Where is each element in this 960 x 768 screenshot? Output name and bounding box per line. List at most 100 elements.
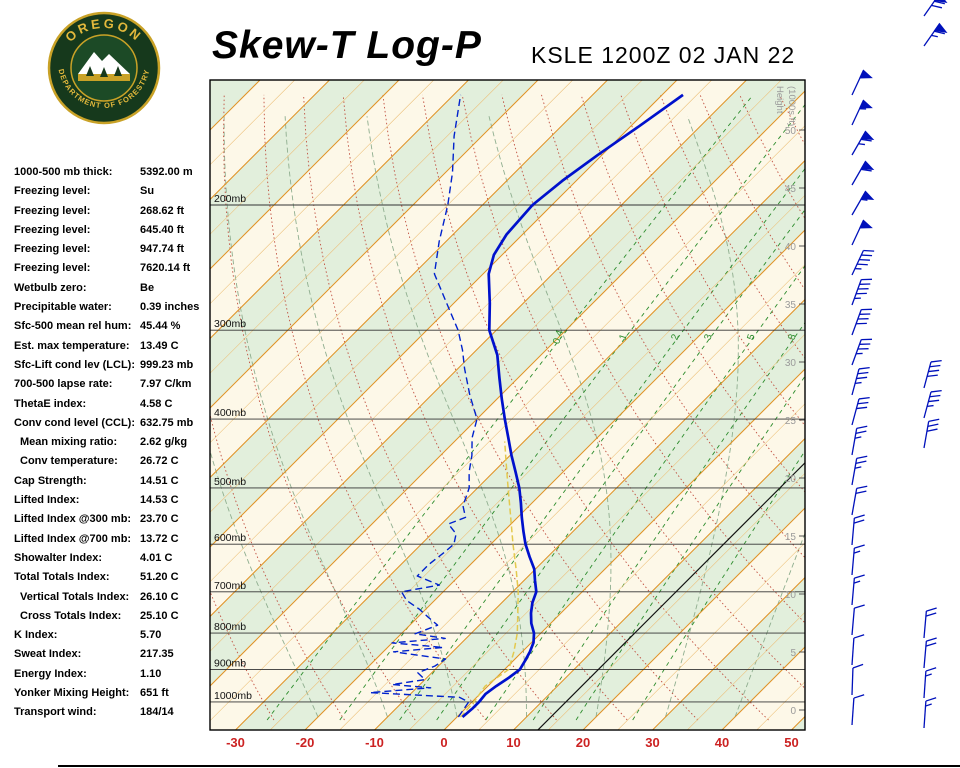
index-value: 14.53 C xyxy=(140,494,179,507)
wind-barb xyxy=(851,219,873,246)
index-label: Mean mixing ratio: xyxy=(20,436,118,449)
index-label: Lifted Index @700 mb: xyxy=(14,532,132,545)
wind-barb-staff xyxy=(851,698,855,726)
mixing-ratio-label: 2 xyxy=(670,332,682,341)
wind-barb-feather xyxy=(861,308,873,311)
index-label: Yonker Mixing Height: xyxy=(14,687,130,700)
wind-barb-feather xyxy=(856,455,868,460)
mixing-ratio-line xyxy=(436,208,805,721)
index-label: Freezing level: xyxy=(14,223,91,236)
dry-adiabat-line xyxy=(898,95,960,720)
wind-barb-feather xyxy=(929,364,941,368)
wind-barb-flag xyxy=(858,99,873,109)
index-value: 4.01 C xyxy=(140,551,173,564)
wind-barb-feather xyxy=(934,30,945,35)
index-value: 4.58 C xyxy=(140,397,173,410)
isotherm-line xyxy=(210,80,608,479)
wind-barb-staff xyxy=(851,458,858,486)
wind-barb-feather xyxy=(857,263,868,266)
isotherm-line xyxy=(210,90,805,687)
dry-adiabat-line xyxy=(620,94,805,427)
wind-barb-feather xyxy=(857,288,869,290)
isotherm-line xyxy=(210,80,747,618)
wind-barb-staff xyxy=(851,309,862,336)
wind-barb-staff xyxy=(851,667,854,696)
index-value: 14.51 C xyxy=(140,474,179,487)
isotherm-line xyxy=(791,715,805,730)
indices-panel: 1000-500 mb thick: 5392.00 m Freezing leve… xyxy=(14,166,214,726)
wind-barb-staff xyxy=(851,608,856,636)
index-row: K Index: 5.70 xyxy=(14,629,214,648)
index-value: 25.10 C xyxy=(140,609,179,622)
logo-tree-icon xyxy=(114,66,122,76)
height-label: 5 xyxy=(790,648,796,659)
wind-barb-staff xyxy=(923,671,927,699)
wind-barb xyxy=(851,694,865,726)
index-row: Sfc-500 mean rel hum: 45.44 % xyxy=(14,320,214,339)
wetbulb-trace xyxy=(459,441,519,718)
index-row: Vertical Totals Index: 26.10 C xyxy=(14,591,214,610)
height-axis-title: (1000s ft) xyxy=(786,86,797,126)
wind-barb-staff xyxy=(851,250,864,276)
dry-adiabat-line xyxy=(422,94,769,721)
dry-adiabat-line xyxy=(819,95,960,720)
index-label: Lifted Index @300 mb: xyxy=(14,513,132,526)
wind-barb-staff xyxy=(851,339,862,366)
isotherm-line xyxy=(235,159,805,730)
wind-barb-flag xyxy=(860,190,875,200)
pressure-label: 300mb xyxy=(214,318,246,330)
wind-barb-feather xyxy=(856,485,868,490)
wind-barb xyxy=(851,455,868,486)
wind-barb-half-feather xyxy=(854,466,862,469)
plot-frame xyxy=(209,79,806,731)
index-value: 51.20 C xyxy=(140,571,179,584)
mixing-ratio-label: 5 xyxy=(746,332,758,341)
index-row: Total Totals Index: 51.20 C xyxy=(14,571,214,590)
wind-barb-feather xyxy=(854,514,865,519)
wind-barb-staff xyxy=(923,701,927,729)
index-value: 217.35 xyxy=(140,648,174,661)
wind-barb-feather xyxy=(863,249,875,252)
isotherm-line xyxy=(582,507,805,730)
index-value: 5.70 xyxy=(140,629,162,642)
index-row: Lifted Index @300 mb: 23.70 C xyxy=(14,513,214,532)
wind-barb-flag xyxy=(858,219,873,229)
wind-barb-half-feather xyxy=(853,550,861,554)
wind-barb-staff xyxy=(923,641,928,669)
wind-barb-staff xyxy=(851,428,858,456)
wind-barb-feather xyxy=(857,318,869,320)
index-label: Freezing level: xyxy=(14,204,91,217)
wind-barb-half-feather xyxy=(925,703,932,707)
isotherm-line xyxy=(270,194,805,730)
dry-adiabat-line xyxy=(263,94,487,721)
index-row: Mean mixing ratio: 2.62 g/kg xyxy=(14,436,214,455)
index-value: 999.23 mb xyxy=(140,358,194,371)
wind-barb-feather xyxy=(925,612,937,617)
wind-barb-feather xyxy=(852,663,864,669)
dry-adiabat-line xyxy=(938,95,960,720)
index-value: 5392.00 m xyxy=(140,166,193,178)
index-label: Showalter Index: xyxy=(14,551,103,564)
index-row: Cap Strength: 14.51 C xyxy=(14,475,214,494)
index-label: Transport wind: xyxy=(14,706,97,719)
index-value: 26.10 C xyxy=(140,590,179,603)
isotherm-line xyxy=(210,80,539,409)
wind-barb-feather xyxy=(858,366,870,370)
wind-barb-staff xyxy=(923,611,928,639)
wind-barb-half-feather xyxy=(854,268,862,270)
index-label: Total Totals Index: xyxy=(14,571,110,584)
wind-barb-feather xyxy=(855,460,867,464)
wind-barb-staff xyxy=(851,578,856,606)
index-row: Sfc-Lift cond lev (LCL): 999.23 mb xyxy=(14,359,214,378)
height-label: 40 xyxy=(785,242,797,253)
wind-barb-staff xyxy=(851,488,858,516)
wind-barb xyxy=(851,544,865,576)
isotherm-line xyxy=(210,80,643,513)
height-label: 25 xyxy=(785,416,797,427)
wind-barb xyxy=(851,278,873,306)
wind-barb-half-feather xyxy=(853,580,861,584)
temp-axis-label: 20 xyxy=(576,735,590,750)
index-row: Lifted Index @700 mb: 13.72 C xyxy=(14,533,214,552)
wind-barb-staff xyxy=(923,361,932,389)
index-value: Be xyxy=(140,281,155,294)
